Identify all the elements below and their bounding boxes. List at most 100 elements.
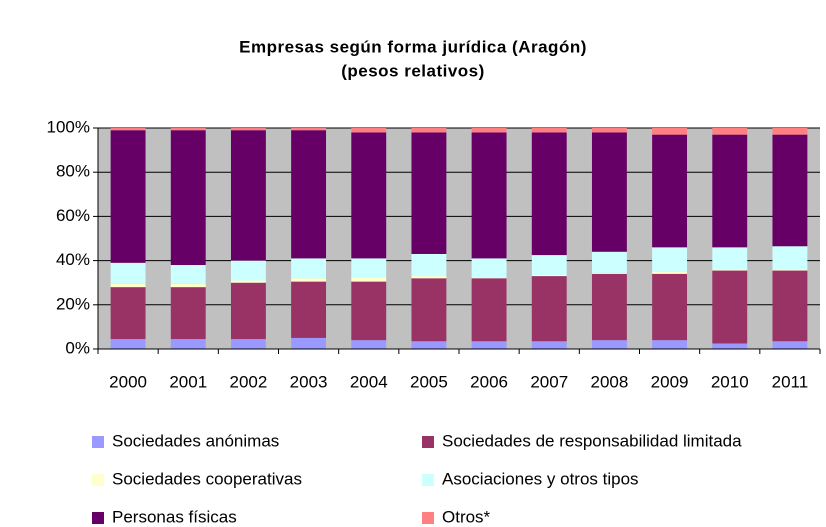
legend-label: Sociedades de responsabilidad limitada [442, 431, 742, 450]
bar-segment [591, 128, 627, 133]
bar-segment [531, 276, 567, 342]
bar-segment [110, 130, 146, 263]
bar-segment [291, 281, 327, 338]
bar-segment [772, 270, 808, 342]
bar-segment [411, 253, 447, 277]
bar-segment [351, 258, 387, 278]
bar-segment [351, 132, 387, 259]
plot-area [98, 128, 820, 349]
bar-segment [230, 128, 266, 131]
bar-segment [772, 134, 808, 247]
bar-segment [110, 287, 146, 340]
bar-segment [591, 132, 627, 252]
x-tick-label: 2004 [350, 372, 388, 391]
x-tick-label: 2010 [711, 372, 749, 391]
bar-segment [230, 130, 266, 261]
legend-swatch [92, 512, 104, 524]
x-tick-label: 2005 [410, 372, 448, 391]
bar-segment [652, 134, 688, 248]
x-tick-label: 2002 [230, 372, 268, 391]
bar-segment [230, 280, 266, 283]
bar-segment [712, 270, 748, 344]
bar-segment [531, 128, 567, 133]
bar-segment [230, 260, 266, 281]
bar-segment [170, 339, 206, 349]
bar-segment [471, 341, 507, 349]
bar-segment [170, 283, 206, 288]
bar-segment [652, 128, 688, 135]
bar-segment [170, 265, 206, 284]
bar-segment [471, 278, 507, 342]
bar-segment [351, 277, 387, 282]
bar-segment [411, 341, 447, 349]
bar-segment [712, 247, 748, 270]
x-tick-label: 2008 [591, 372, 629, 391]
bar-segment [170, 128, 206, 131]
x-tick-label: 2006 [470, 372, 508, 391]
bar-segment [170, 287, 206, 340]
bar-segment [411, 128, 447, 133]
bar-segment [531, 274, 567, 277]
bar-segment [471, 128, 507, 133]
bar-segment [531, 341, 567, 349]
legend-swatch [422, 436, 434, 448]
bar-segment [291, 337, 327, 349]
bar-segment [110, 283, 146, 288]
legend-swatch [92, 474, 104, 486]
bar-segment [110, 262, 146, 284]
x-tick-label: 2007 [530, 372, 568, 391]
chart-subtitle: (pesos relativos) [341, 61, 485, 80]
legend-swatch [422, 474, 434, 486]
bar-segment [712, 128, 748, 135]
x-tick-label: 2000 [109, 372, 147, 391]
legend-swatch [92, 436, 104, 448]
x-tick-label: 2011 [772, 372, 809, 391]
bar-segment [291, 130, 327, 259]
bar-segment [772, 341, 808, 349]
bar-segment [652, 273, 688, 341]
bar-segment [591, 251, 627, 273]
legend-label: Asociaciones y otros tipos [442, 469, 639, 488]
chart-title: Empresas según forma jurídica (Aragón) [239, 37, 587, 56]
bar-segment [591, 273, 627, 341]
bar-segment [772, 269, 808, 271]
bar-segment [772, 128, 808, 135]
bar-segment [652, 340, 688, 349]
legend-label: Otros* [442, 507, 491, 526]
bar-segment [471, 277, 507, 279]
y-tick-label: 100% [47, 117, 90, 136]
bar-segment [471, 258, 507, 278]
y-tick-label: 0% [65, 338, 90, 357]
y-tick-label: 60% [56, 206, 90, 225]
bar-segment [110, 128, 146, 131]
bar-segment [652, 247, 688, 272]
bar-segment [411, 276, 447, 279]
legend-label: Sociedades cooperativas [112, 469, 302, 488]
y-tick-label: 40% [56, 250, 90, 269]
bar-segment [531, 132, 567, 256]
bar-segment [110, 339, 146, 349]
bar-segment [712, 343, 748, 349]
bar-segment [652, 271, 688, 274]
bar-segment [351, 128, 387, 133]
bar-segment [712, 134, 748, 248]
bar-segment [351, 281, 387, 341]
legend-label: Personas físicas [112, 507, 237, 526]
legend-label: Sociedades anónimas [112, 431, 279, 450]
y-tick-label: 20% [56, 294, 90, 313]
bar-segment [591, 272, 627, 274]
x-tick-label: 2003 [290, 372, 328, 391]
bar-segment [291, 128, 327, 131]
bar-segment [230, 339, 266, 349]
bar-segment [230, 282, 266, 340]
bar-segment [291, 258, 327, 279]
bar-segment [772, 246, 808, 270]
bar-segment [411, 278, 447, 342]
bar-segment [471, 132, 507, 259]
x-tick-label: 2001 [169, 372, 207, 391]
x-tick-label: 2009 [651, 372, 689, 391]
bar-segment [712, 269, 748, 271]
bar-segment [351, 340, 387, 349]
bar-segment [291, 278, 327, 282]
